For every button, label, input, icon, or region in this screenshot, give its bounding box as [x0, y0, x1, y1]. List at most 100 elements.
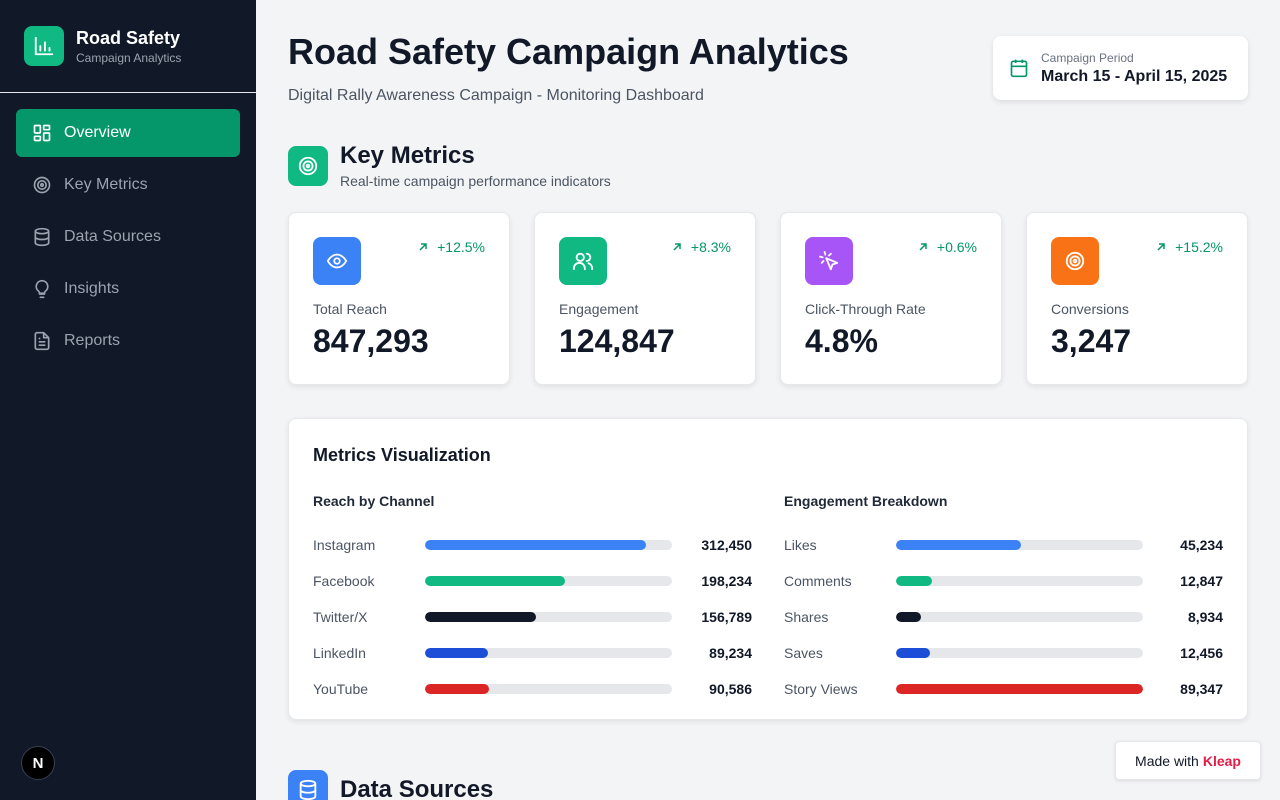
metric-card-ctr: +0.6% Click-Through Rate 4.8%: [780, 212, 1002, 385]
bar-chart-icon: [24, 26, 64, 66]
bar-fill: [425, 540, 647, 550]
metric-label: Conversions: [1051, 301, 1129, 317]
arrow-up-right-icon: [919, 243, 927, 251]
bar-row: Story Views 89,347: [784, 671, 1223, 707]
bar-track: [425, 612, 672, 622]
cursor-click-icon: [805, 237, 853, 285]
section-title: Data Sources: [340, 776, 494, 800]
change-indicator: +0.6%: [917, 239, 977, 255]
sidebar-nav: Overview Key Metrics Data Sources Insigh…: [0, 93, 256, 385]
bar-value: 89,347: [1180, 681, 1223, 697]
bar-track: [896, 576, 1143, 586]
bar-row: YouTube 90,586: [313, 671, 752, 707]
change-value: +0.6%: [936, 239, 977, 255]
arrow-up-right-icon: [1157, 243, 1165, 251]
bar-value: 12,456: [1180, 645, 1223, 661]
bar-track: [896, 612, 1143, 622]
bar-label: Instagram: [313, 537, 376, 553]
column-title: Engagement Breakdown: [784, 493, 948, 509]
key-metrics-header: Key Metrics Real-time campaign performan…: [288, 142, 611, 189]
metric-label: Engagement: [559, 301, 639, 317]
bar-row: Twitter/X 156,789: [313, 599, 752, 635]
bar-fill: [896, 648, 931, 658]
brand-title: Road Safety: [76, 28, 181, 48]
target-icon: [33, 176, 51, 194]
sidebar-item-label: Insights: [64, 280, 120, 297]
metrics-visualization-panel: Metrics Visualization Reach by Channel I…: [288, 418, 1248, 720]
metric-value: 847,293: [313, 323, 429, 359]
arrow-up-right-icon: [419, 243, 427, 251]
period-value: March 15 - April 15, 2025: [1041, 67, 1228, 85]
bar-track: [425, 540, 672, 550]
bar-fill: [896, 684, 1143, 694]
n-badge-button[interactable]: N: [21, 746, 55, 780]
document-icon: [34, 331, 50, 351]
change-value: +12.5%: [437, 239, 485, 255]
bar-row: Shares 8,934: [784, 599, 1223, 635]
sidebar-item-reports[interactable]: Reports: [16, 317, 240, 365]
sidebar-item-insights[interactable]: Insights: [16, 265, 240, 313]
period-label: Campaign Period: [1041, 50, 1134, 65]
sidebar-item-overview[interactable]: Overview: [16, 109, 240, 157]
data-sources-header: Data Sources: [288, 770, 493, 800]
target-icon: [1051, 237, 1099, 285]
main-content: Road Safety Campaign Analytics Digital R…: [256, 0, 1280, 800]
change-value: +15.2%: [1175, 239, 1223, 255]
bar-label: YouTube: [313, 681, 369, 697]
bar-value: 12,847: [1180, 573, 1223, 589]
sidebar-item-label: Key Metrics: [64, 176, 148, 193]
column-title: Reach by Channel: [313, 493, 435, 509]
brand-subtitle: Campaign Analytics: [76, 51, 182, 65]
bar-fill: [425, 648, 488, 658]
bar-fill: [425, 576, 566, 586]
metric-label: Click-Through Rate: [805, 301, 926, 317]
grid-icon: [33, 124, 51, 142]
sidebar-item-key-metrics[interactable]: Key Metrics: [16, 161, 240, 209]
metric-card-conversions: +15.2% Conversions 3,247: [1026, 212, 1248, 385]
bar-fill: [896, 576, 932, 586]
sidebar-item-label: Reports: [64, 332, 121, 349]
bar-row: Saves 12,456: [784, 635, 1223, 671]
bar-label: Story Views: [784, 681, 858, 697]
made-with-brand: Kleap: [1202, 752, 1241, 769]
bar-label: Shares: [784, 609, 829, 625]
lightbulb-icon: [35, 279, 49, 299]
bar-row: Instagram 312,450: [313, 527, 752, 563]
bar-fill: [425, 612, 536, 622]
change-indicator: +8.3%: [671, 239, 731, 255]
bar-track: [896, 684, 1143, 694]
engagement-breakdown: Engagement Breakdown Likes 45,234 Comments…: [784, 493, 1223, 707]
campaign-period-card: Campaign Period March 15 - April 15, 202…: [993, 36, 1248, 100]
bar-value: 198,234: [701, 573, 752, 589]
bar-track: [425, 576, 672, 586]
database-icon: [34, 227, 50, 247]
sidebar-item-label: Data Sources: [64, 228, 161, 245]
bar-value: 90,586: [709, 681, 752, 697]
arrow-up-right-icon: [673, 243, 681, 251]
section-subtitle: Real-time campaign performance indicator…: [340, 173, 611, 189]
sidebar-item-label: Overview: [64, 124, 131, 141]
bar-label: Likes: [784, 537, 817, 553]
bar-fill: [896, 612, 921, 622]
bar-fill: [896, 540, 1021, 550]
bar-value: 89,234: [709, 645, 752, 661]
page-subtitle: Digital Rally Awareness Campaign - Monit…: [288, 87, 704, 104]
sidebar-item-data-sources[interactable]: Data Sources: [16, 213, 240, 261]
made-with-badge[interactable]: Made with Kleap: [1115, 741, 1261, 780]
calendar-icon: [1010, 59, 1028, 78]
bar-fill: [425, 684, 489, 694]
bar-track: [896, 648, 1143, 658]
metric-cards: +12.5% Total Reach 847,293 +8.3% Engagem…: [288, 212, 1248, 385]
brand: Road Safety Campaign Analytics: [0, 0, 256, 93]
bar-track: [425, 684, 672, 694]
reach-by-channel: Reach by Channel Instagram 312,450 Faceboo…: [313, 493, 752, 707]
bar-label: Saves: [784, 645, 823, 661]
panel-title: Metrics Visualization: [313, 445, 491, 465]
change-indicator: +12.5%: [417, 239, 485, 255]
bar-label: LinkedIn: [313, 645, 366, 661]
made-with-text: Made with: [1135, 752, 1199, 769]
change-value: +8.3%: [690, 239, 731, 255]
users-icon: [559, 237, 607, 285]
bar-value: 8,934: [1187, 609, 1223, 625]
eye-icon: [313, 237, 361, 285]
